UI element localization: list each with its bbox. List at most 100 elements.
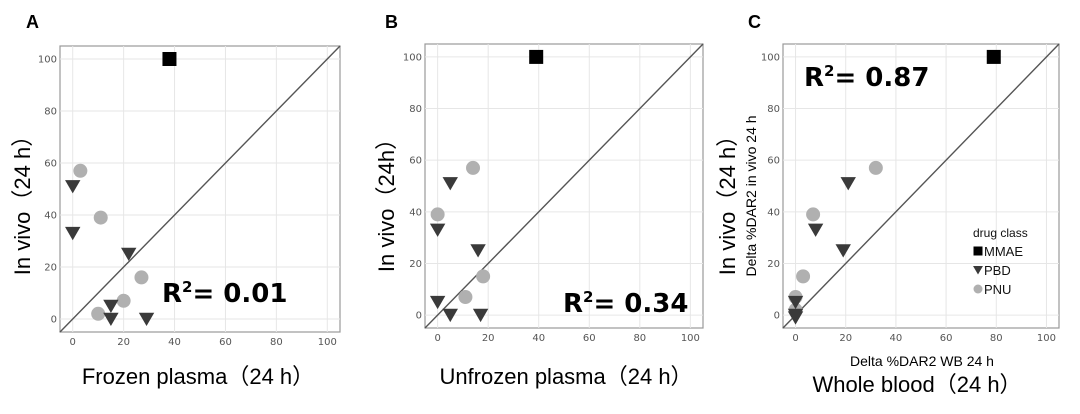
pbd-marker	[835, 244, 851, 258]
x-tick-label: 40	[890, 333, 903, 344]
plot-area: 0 20 40 60 80 100 0 20 40 60 80 100 R2= 0.34	[403, 43, 704, 344]
pbd-marker	[103, 312, 119, 326]
pbd-marker	[121, 247, 137, 261]
legend-label: PBD	[984, 263, 1011, 278]
pbd-marker	[65, 180, 81, 194]
pbd-marker	[472, 308, 489, 323]
x-tick-label: 40	[168, 337, 181, 348]
y-tick-label: 40	[409, 207, 422, 218]
panel-a: A 0 20 40 60 80 100 0 20 40 60 80 100 R2= 0.01 In vi…	[10, 12, 341, 389]
panel-letter: B	[385, 12, 398, 32]
r-squared-annotation: R2= 0.01	[162, 278, 287, 309]
identity-line	[782, 43, 1060, 329]
pbd-marker	[442, 177, 458, 191]
x-tick-label: 80	[990, 333, 1003, 344]
y-tick-label: 40	[767, 207, 780, 218]
plot-area: 0 20 40 60 80 100 0 20 40 60 80 100 R2= 0.01	[38, 45, 341, 348]
identity-line	[424, 43, 704, 329]
mmae-marker	[973, 246, 983, 256]
x-tick-label: 0	[434, 333, 440, 344]
panel-letter: C	[748, 12, 761, 32]
plot-area: 0 20 40 60 80 100 0 20 40 60 80 100 R2= 0.87 drug cla…	[761, 43, 1060, 344]
inner-y-axis-label: Delta %DAR2 in vivo 24 h	[743, 115, 759, 276]
pnu-marker	[134, 270, 149, 285]
pnu-marker	[466, 160, 481, 175]
mmae-marker	[162, 52, 177, 66]
y-tick-label: 80	[44, 107, 57, 118]
pbd-marker	[787, 295, 804, 310]
x-tick-label: 0	[70, 337, 76, 348]
x-tick-label: 80	[270, 337, 283, 348]
x-axis-label: Frozen plasma（24 h）	[82, 364, 314, 389]
pbd-marker	[429, 223, 446, 237]
r-squared-annotation: R2= 0.87	[804, 62, 929, 93]
panel-letter: A	[26, 12, 39, 32]
pnu-marker	[458, 290, 473, 305]
legend: drug class MMAE PBD PNU	[973, 226, 1028, 297]
panel-c: C 0 20 40 60 80 100 0 20 40 60 80 100 R2= 0.87 drug c…	[715, 12, 1060, 397]
pnu-marker	[116, 293, 131, 308]
legend-item-pnu: PNU	[973, 282, 1011, 297]
pbd-marker	[429, 295, 446, 310]
y-tick-label: 100	[403, 52, 422, 63]
pnu-marker	[868, 160, 883, 175]
x-tick-label: 60	[219, 337, 232, 348]
inner-x-axis-label: Delta %DAR2 WB 24 h	[850, 353, 994, 369]
x-tick-label: 40	[532, 333, 545, 344]
pbd-marker	[470, 244, 486, 258]
x-axis-label: Whole blood（24 h）	[812, 372, 1021, 397]
x-tick-label: 20	[482, 333, 495, 344]
y-tick-label: 100	[761, 52, 780, 63]
mmae-marker	[529, 49, 544, 64]
pnu-marker	[91, 306, 106, 321]
pbd-marker	[138, 312, 155, 326]
y-tick-label: 60	[409, 156, 422, 167]
pbd-marker	[840, 177, 856, 191]
x-tick-label: 80	[633, 333, 646, 344]
legend-item-pbd: PBD	[973, 263, 1011, 278]
y-tick-label: 80	[767, 104, 780, 115]
y-tick-label: 20	[767, 259, 780, 270]
pbd-marker	[65, 226, 81, 241]
x-tick-label: 60	[583, 333, 596, 344]
pbd-marker	[787, 311, 804, 325]
y-axis-label: In vivo（24h）	[374, 128, 399, 272]
y-tick-label: 20	[409, 259, 422, 270]
x-tick-label: 100	[681, 333, 700, 344]
pbd-marker	[973, 265, 983, 275]
x-axis-label: Unfrozen plasma（24 h）	[439, 364, 692, 389]
y-axis-label: In vivo（24 h）	[10, 125, 35, 275]
legend-item-mmae: MMAE	[973, 244, 1023, 259]
y-tick-label: 60	[44, 159, 57, 170]
y-tick-label: 20	[44, 263, 57, 274]
x-tick-label: 20	[117, 337, 130, 348]
x-tick-label: 20	[839, 333, 852, 344]
pnu-marker	[796, 269, 811, 284]
y-tick-label: 0	[416, 311, 422, 322]
pbd-marker	[442, 308, 458, 323]
y-tick-label: 0	[774, 311, 780, 322]
pnu-marker	[973, 284, 983, 294]
y-tick-label: 60	[767, 156, 780, 167]
pnu-marker	[73, 163, 88, 178]
x-tick-label: 100	[318, 337, 337, 348]
pbd-marker	[807, 223, 824, 237]
pnu-marker	[93, 210, 108, 225]
pbd-marker	[103, 299, 119, 313]
pnu-marker	[806, 207, 821, 222]
y-tick-label: 80	[409, 104, 422, 115]
pnu-marker	[430, 207, 445, 222]
x-tick-label: 0	[792, 333, 798, 344]
y-tick-label: 0	[51, 315, 57, 326]
pnu-marker	[476, 269, 491, 284]
identity-line	[59, 45, 341, 333]
y-tick-label: 100	[38, 55, 57, 66]
legend-title: drug class	[973, 226, 1028, 240]
legend-label: PNU	[984, 282, 1011, 297]
y-tick-label: 40	[44, 211, 57, 222]
y-axis-label: In vivo（24 h）	[715, 125, 740, 275]
mmae-marker	[986, 49, 1001, 64]
legend-label: MMAE	[984, 244, 1023, 259]
r-squared-annotation: R2= 0.34	[563, 288, 688, 319]
